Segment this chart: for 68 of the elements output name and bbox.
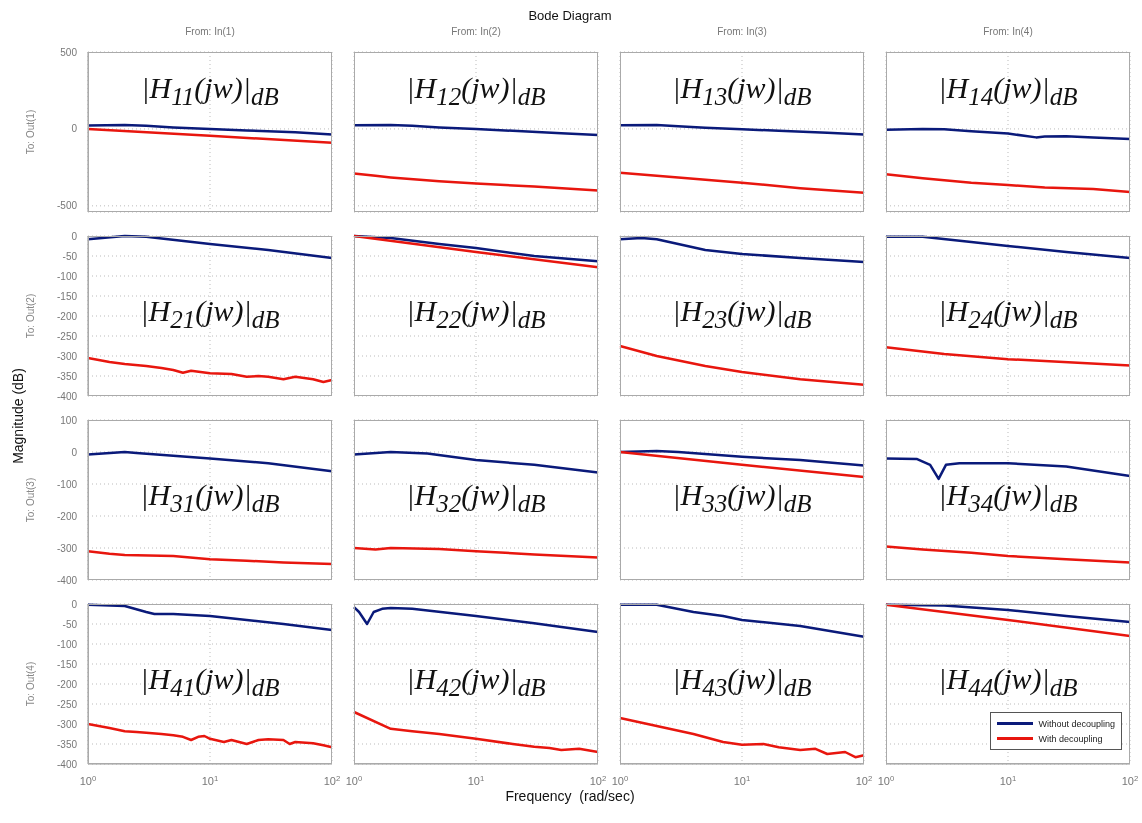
x-tick-label: 10$^{0}$ (345, 773, 363, 787)
annotation: |H$_{43}$(jw)|$_{dB}$ (671, 661, 813, 702)
x-tick-label: 10$^{2}$ (1121, 773, 1139, 787)
annotation: |H$_{21}$(jw)|$_{dB}$ (139, 293, 281, 334)
y-tick-label: -350 (56, 370, 78, 382)
annotation: |H$_{11}$(jw)|$_{dB}$ (140, 71, 280, 112)
y-tick-label: -300 (56, 542, 78, 554)
y-tick-label: 0 (71, 598, 78, 610)
x-tick-label: 10$^{1}$ (999, 773, 1017, 787)
y-tick-label: -200 (56, 510, 78, 522)
y-tick-label: 0 (71, 123, 78, 135)
annotation: |H$_{42}$(jw)|$_{dB}$ (405, 661, 547, 702)
x-tick-label: 10$^{2}$ (855, 773, 873, 787)
y-tick-label: 500 (60, 46, 78, 58)
chart-title: From: In(2) (450, 26, 502, 37)
y-tick-label: -300 (56, 718, 78, 730)
y-tick-label: 0 (71, 230, 78, 242)
x-tick-label: 10$^{0}$ (877, 773, 895, 787)
x-tick-label: 10$^{2}$ (323, 773, 341, 787)
y-tick-label: -300 (56, 350, 78, 362)
y-tick-label: -150 (56, 658, 78, 670)
y-tick-label: -100 (56, 638, 78, 650)
annotation: |H$_{44}$(jw)|$_{dB}$ (937, 661, 1079, 702)
y-tick-label: 100 (60, 414, 78, 426)
y-tick-label: -500 (56, 200, 78, 212)
annotation: |H$_{14}$(jw)|$_{dB}$ (937, 71, 1079, 112)
annotation: |H$_{34}$(jw)|$_{dB}$ (937, 477, 1079, 518)
annotation: |H$_{41}$(jw)|$_{dB}$ (139, 661, 281, 702)
annotation: |H$_{12}$(jw)|$_{dB}$ (405, 71, 547, 112)
y-axis-title: To: Out(4) (24, 661, 36, 707)
annotation: |H$_{22}$(jw)|$_{dB}$ (405, 293, 547, 334)
y-tick-label: 0 (71, 446, 78, 458)
y-tick-label: -350 (56, 738, 78, 750)
y-tick-label: -200 (56, 310, 78, 322)
y-tick-label: -100 (56, 270, 78, 282)
legend-label: Without decoupling (1038, 718, 1115, 729)
y-tick-label: -400 (56, 390, 78, 402)
text: Frequency (rad/sec) (504, 788, 636, 804)
y-tick-label: -400 (56, 758, 78, 770)
y-tick-label: -50 (62, 618, 78, 630)
chart-title: From: In(1) (184, 26, 236, 37)
y-tick-label: -50 (62, 250, 78, 262)
text: Magnitude (dB) (10, 367, 26, 466)
annotation: |H$_{23}$(jw)|$_{dB}$ (671, 293, 813, 334)
annotation: |H$_{24}$(jw)|$_{dB}$ (937, 293, 1079, 334)
annotation: |H$_{33}$(jw)|$_{dB}$ (671, 477, 813, 518)
y-tick-label: -150 (56, 290, 78, 302)
y-tick-label: -400 (56, 574, 78, 586)
y-axis-title: To: Out(2) (24, 293, 36, 339)
chart-title: From: In(3) (716, 26, 768, 37)
x-tick-label: 10$^{0}$ (79, 773, 97, 787)
y-tick-label: -250 (56, 330, 78, 342)
text: Bode Diagram (527, 8, 613, 23)
annotation: |H$_{32}$(jw)|$_{dB}$ (405, 477, 547, 518)
x-tick-label: 10$^{1}$ (733, 773, 751, 787)
x-tick-label: 10$^{1}$ (467, 773, 485, 787)
x-tick-label: 10$^{0}$ (611, 773, 629, 787)
y-tick-label: -200 (56, 678, 78, 690)
legend-label: With decoupling (1038, 733, 1103, 744)
y-axis-title: To: Out(3) (24, 477, 36, 523)
x-tick-label: 10$^{1}$ (201, 773, 219, 787)
y-axis-title: To: Out(1) (24, 109, 36, 155)
x-tick-label: 10$^{2}$ (589, 773, 607, 787)
y-tick-label: -250 (56, 698, 78, 710)
annotation: |H$_{31}$(jw)|$_{dB}$ (139, 477, 281, 518)
y-tick-label: -100 (56, 478, 78, 490)
annotation: |H$_{13}$(jw)|$_{dB}$ (671, 71, 813, 112)
chart-title: From: In(4) (982, 26, 1034, 37)
